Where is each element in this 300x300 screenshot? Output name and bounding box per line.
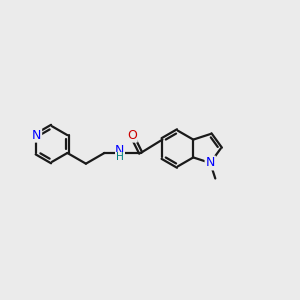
Text: N: N	[115, 144, 124, 157]
Text: N: N	[206, 156, 215, 170]
Text: H: H	[116, 152, 124, 162]
Text: O: O	[127, 129, 137, 142]
Text: N: N	[32, 129, 41, 142]
